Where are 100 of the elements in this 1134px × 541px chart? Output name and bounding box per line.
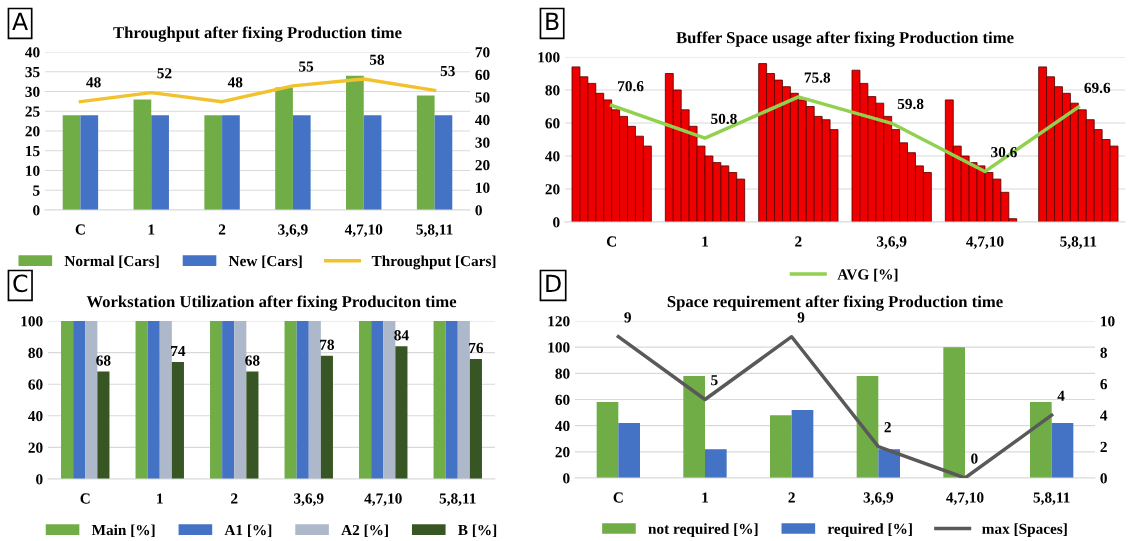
bar [320,355,333,479]
data-label: 75.8 [804,72,831,83]
y-tick-label: 20 [545,184,560,195]
y-tick-label: 0 [36,474,43,485]
y-tick-label: 35 [25,66,40,78]
data-label: 76 [469,342,484,354]
bar [878,449,900,478]
bar [683,375,705,478]
x-tick-label: 2 [231,493,238,504]
y-tick-label: 30 [25,86,40,97]
x-tick-label: 2 [218,224,226,235]
data-label: 53 [440,65,455,77]
x-tick-label: 5,8,11 [439,493,476,506]
x-tick-label: 5,8,11 [1060,236,1097,249]
x-tick-label: 1 [148,224,155,235]
legend-label: A1 [%] [224,524,272,538]
bar [433,321,446,479]
y2-tick-label: 30 [475,137,490,148]
bar [275,87,293,210]
data-label: 70.6 [618,80,644,92]
y2-tick-label: 70 [475,47,490,58]
y2-tick-label: 20 [475,160,490,171]
chart-title: Space requirement after fixing Production time [667,295,1003,311]
bar [296,321,309,479]
bar [135,321,148,479]
bar [151,115,169,210]
bar [147,321,160,479]
y-tick-label: 0 [563,473,570,484]
y-tick-label: 80 [28,347,43,359]
bar [371,321,384,479]
x-tick-label: 4,7,10 [364,493,402,506]
x-tick-label: 1 [702,492,709,503]
bar [62,115,81,210]
legend-label: required [%] [827,523,912,538]
y-tick-label: 40 [28,410,43,422]
text: C [13,274,28,293]
data-label: 48 [86,77,101,88]
y-tick-label: 60 [555,394,570,405]
x-tick-label: 3,6,9 [863,492,894,505]
bar [445,321,458,479]
y-tick-label: 20 [25,126,40,137]
y-tick-label: 5 [33,185,40,196]
text: A [12,12,28,30]
y-tick-label: 40 [555,420,570,432]
data-label: 55 [299,61,314,72]
y2-tick-label: 40 [475,114,490,126]
x-tick-label: 1 [157,493,163,504]
bar [856,375,879,478]
bar [222,115,240,210]
data-label: 2 [884,422,891,433]
legend-label: max [Spaces] [982,523,1067,538]
y-tick-label: 100 [538,52,560,63]
data-label: 69.6 [1084,82,1111,94]
y2-tick-label: 2 [1100,441,1107,452]
x-tick-label: C [606,236,617,247]
bar [395,346,408,479]
legend-label: A2 [%] [341,524,388,538]
y-tick-label: 100 [21,316,43,327]
data-label: 58 [369,54,385,65]
x-tick-label: 4,7,10 [946,492,984,505]
y-tick-label: 80 [555,368,570,379]
y-tick-label: 80 [545,85,560,96]
bar [770,415,792,478]
data-label: 0 [971,453,978,464]
x-tick-label: C [75,224,85,235]
chart-title: Buffer Space usage after fixing Production time [676,31,1014,47]
y2-tick-label: 4 [1100,410,1108,421]
y-tick-label: 40 [545,151,560,162]
y-tick-label: 20 [28,442,43,453]
bar [416,95,435,210]
y-tick-label: 120 [548,316,570,327]
text: B [546,12,559,30]
y-tick-label: 20 [555,446,570,458]
bar [791,409,814,478]
data-label: 68 [96,355,111,366]
legend-label: AVG [%] [837,268,898,282]
y-tick-label: 40 [25,47,40,58]
y2-tick-label: 60 [475,69,490,81]
chart-title: Workstation Utilization after fixing Produciton time [86,295,457,311]
bar [292,115,311,210]
legend-label: New [Cars] [228,255,302,269]
data-label: 48 [227,77,243,88]
line-series [78,77,437,104]
x-tick-label: 4,7,10 [344,224,383,237]
legend-label: not required [%] [648,523,758,538]
y-tick-label: 10 [26,165,40,176]
bar [159,321,172,479]
bar [284,321,297,479]
line-series [609,95,1081,174]
bar [383,321,396,479]
x-tick-label: C [613,492,623,503]
bar [80,115,99,210]
data-label: 9 [624,312,631,323]
x-tick-label: 1 [702,236,709,247]
text: D [546,274,561,292]
bar [222,321,235,479]
y-tick-label: 60 [545,118,560,129]
bar [133,99,152,210]
y2-tick-label: 8 [1100,347,1107,358]
x-tick-label: 5,8,11 [416,224,453,237]
